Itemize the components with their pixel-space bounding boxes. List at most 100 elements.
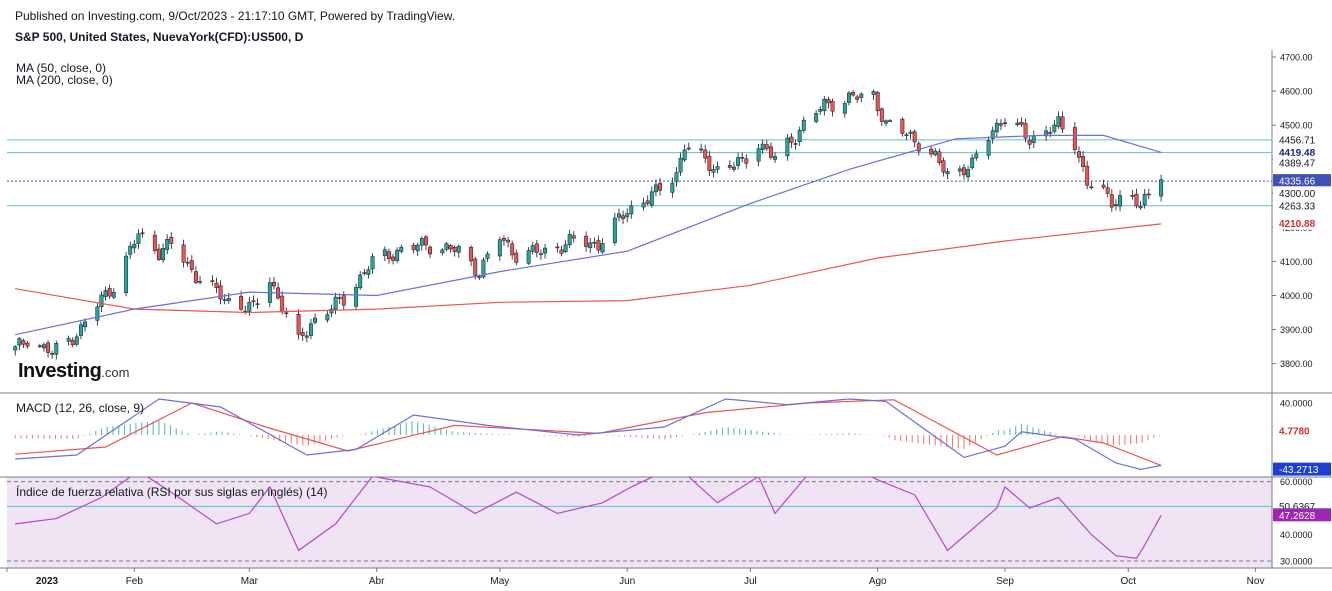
candle-body	[448, 245, 453, 250]
candle	[218, 280, 223, 305]
time-tick-label: Nov	[1247, 576, 1265, 587]
candle	[916, 141, 921, 156]
candle	[128, 241, 133, 260]
candle-body	[395, 249, 400, 262]
candle-body	[711, 169, 716, 173]
candle	[974, 149, 979, 161]
price-label: 4210.88	[1273, 216, 1331, 230]
candle	[304, 331, 309, 343]
rsi-tick-label: 30.0000	[1280, 557, 1313, 567]
candle	[563, 240, 568, 254]
candle	[740, 152, 745, 163]
candle	[1146, 188, 1151, 200]
candle	[641, 197, 646, 211]
candle	[567, 229, 572, 248]
price-tick-label: 4700.00	[1280, 53, 1313, 63]
candle-body	[313, 317, 317, 323]
macd-label-text: -43.2713	[1279, 465, 1319, 476]
candle-body	[736, 157, 741, 166]
candle-body	[198, 281, 202, 283]
candle	[103, 286, 108, 301]
candle	[785, 133, 790, 161]
rsi-legend: Índice de fuerza relativa (RSI por sus s…	[16, 485, 328, 499]
candle-body	[1077, 151, 1081, 158]
candle	[83, 318, 87, 332]
time-tick-label: Jun	[619, 576, 635, 587]
macd-label-text: 4.7780	[1279, 427, 1310, 438]
candle-body	[25, 342, 30, 347]
candle-body	[469, 247, 474, 262]
investing-logo: Investing.com	[18, 360, 129, 383]
candle-body	[588, 242, 593, 249]
candle-body	[970, 157, 975, 169]
candle	[1031, 130, 1036, 149]
candle-body	[54, 342, 59, 355]
macd-legend: MACD (12, 26, close, 9)	[16, 401, 145, 415]
candle-body	[842, 103, 847, 114]
candle	[732, 162, 736, 172]
candle	[444, 242, 449, 252]
candle-body	[1019, 121, 1024, 125]
candle	[773, 152, 777, 164]
candle	[998, 119, 1003, 131]
candle-body	[945, 171, 950, 175]
candle	[370, 253, 375, 274]
candle-body	[649, 191, 654, 206]
candle-body	[161, 248, 166, 261]
candle	[1118, 190, 1122, 212]
rsi-label-text: 47.2628	[1279, 511, 1316, 522]
candle	[111, 288, 116, 299]
candle-body	[132, 243, 137, 249]
candle-body	[284, 312, 289, 315]
candle-body	[1142, 193, 1147, 206]
candle-body	[703, 149, 708, 159]
candle	[653, 179, 658, 197]
candle	[875, 90, 880, 117]
candle	[530, 241, 535, 255]
price-label-text: 4456.71	[1279, 135, 1316, 146]
candle-body	[497, 239, 502, 257]
candle-body	[773, 156, 777, 160]
candle	[308, 318, 313, 340]
candle-body	[855, 96, 860, 100]
candle	[411, 242, 416, 254]
price-label-text: 4389.47	[1279, 158, 1316, 169]
candle	[596, 235, 601, 254]
candle-body	[707, 155, 712, 171]
candle-body	[391, 256, 396, 261]
candle	[157, 244, 161, 262]
rsi-label-bg	[1273, 508, 1331, 522]
candle-body	[732, 166, 736, 170]
candle	[682, 144, 687, 163]
candle-body	[255, 303, 260, 305]
candle-body	[304, 335, 309, 338]
candle-body	[883, 120, 888, 124]
price-label-bg	[1273, 132, 1331, 146]
candle-body	[329, 308, 334, 314]
candle-body	[66, 338, 71, 342]
candle	[415, 242, 420, 256]
candle	[736, 152, 741, 170]
candle	[46, 340, 51, 358]
candle-body	[1060, 116, 1065, 130]
candle-body	[797, 129, 802, 143]
candle	[325, 310, 330, 323]
candle	[243, 305, 248, 315]
candle-body	[50, 353, 55, 355]
candle	[851, 90, 856, 97]
candle	[756, 144, 761, 167]
rsi-label: 47.2628	[1273, 508, 1331, 522]
candle-body	[764, 144, 769, 149]
candle	[933, 148, 938, 157]
candle-body	[941, 160, 946, 173]
price-label-bg	[1273, 145, 1331, 159]
price-tick-label: 4600.00	[1280, 87, 1313, 97]
candle	[1085, 160, 1090, 190]
candle	[629, 200, 634, 219]
candle-body	[415, 244, 420, 252]
candle	[621, 210, 626, 224]
candle-body	[222, 299, 227, 301]
candle-body	[128, 245, 133, 255]
